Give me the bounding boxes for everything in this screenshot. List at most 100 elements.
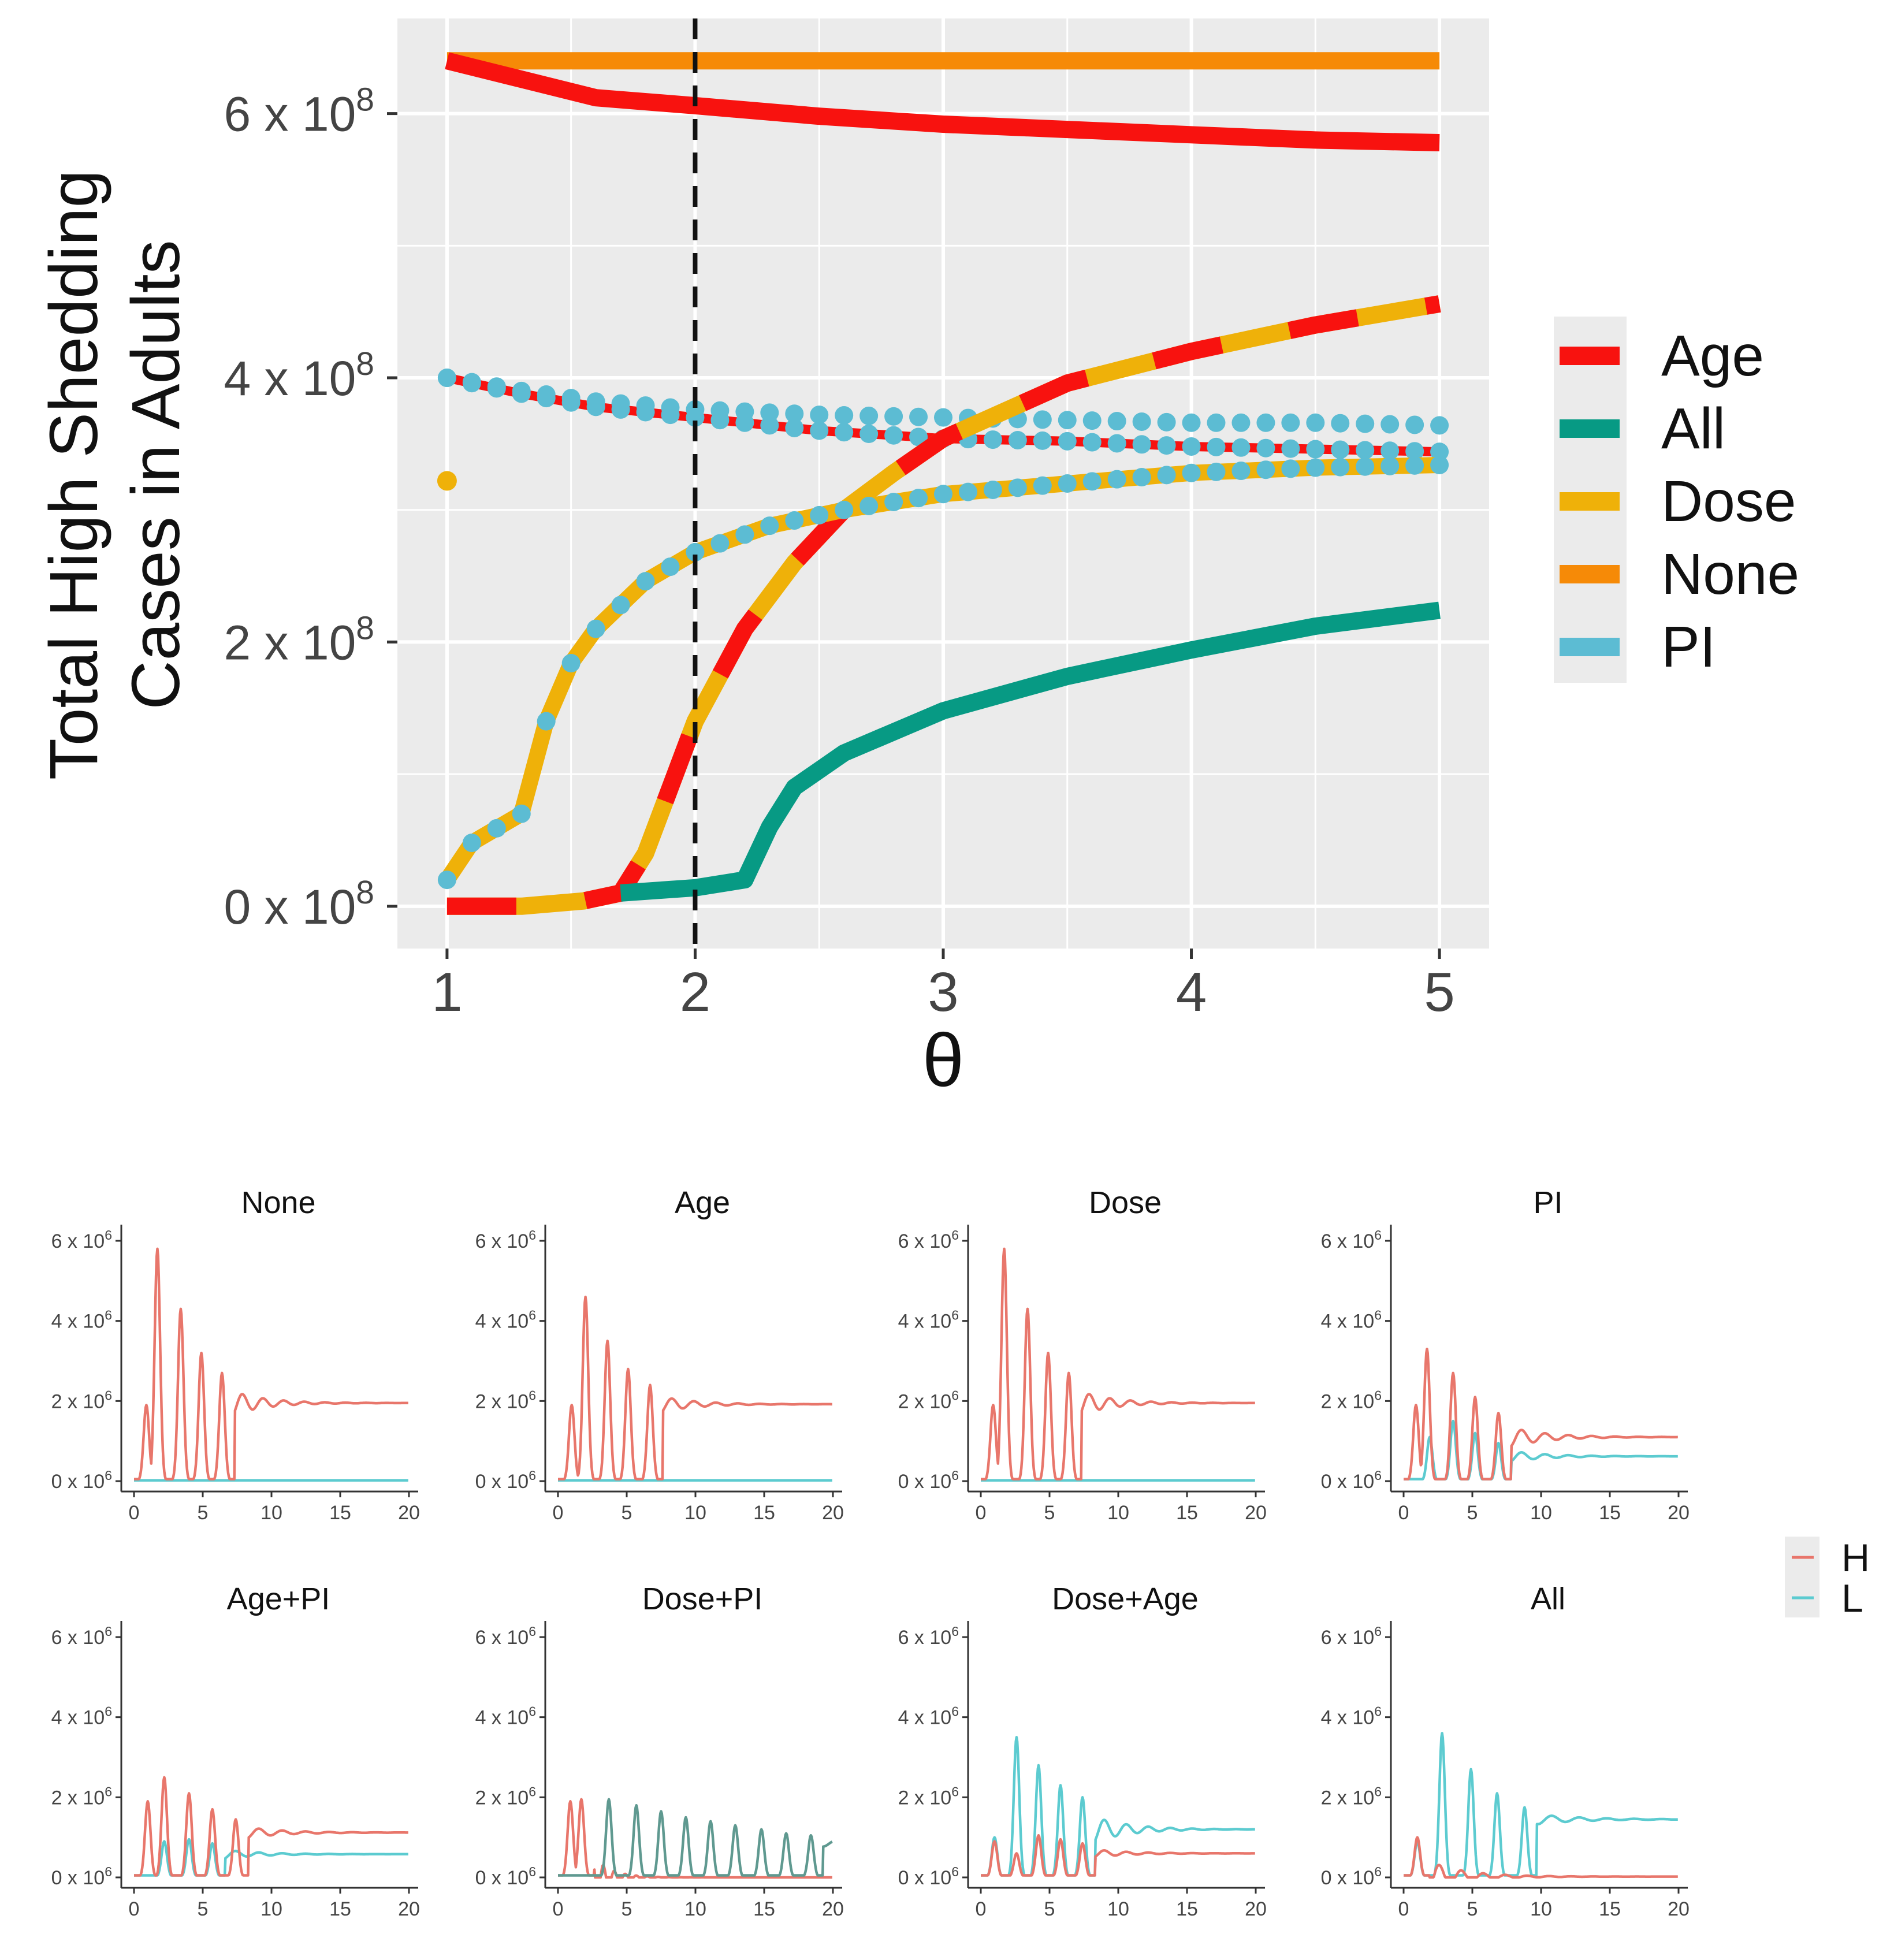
series-dose-age-line-dashes [446, 295, 1441, 915]
facet-title: PI [1533, 1185, 1562, 1220]
legend-label-dose: Dose [1661, 469, 1796, 534]
facet-line-h [980, 1833, 1256, 1877]
series-dose-pi-point [1306, 458, 1325, 477]
series-dose-pi-point [810, 505, 829, 525]
series-age-pi-point [785, 418, 804, 437]
facet-x-tick-label: 0 [1398, 1898, 1409, 1920]
facet-line-l [1402, 1732, 1679, 1877]
facet-y-tick-label: 4 x 106 [51, 1308, 112, 1333]
y-axis-title-line1: Total High Shedding [36, 170, 112, 780]
x-tick-label: 5 [1424, 961, 1454, 1023]
facet-x-tick-label: 0 [976, 1898, 987, 1920]
facet-grid: None 0 5 10 15 20 0 x 106 2 x 106 4 x 106 6 x 106… [51, 1185, 1690, 1920]
series-pi-point [1356, 414, 1375, 433]
facet-y-tick-label: 2 x 106 [51, 1388, 112, 1412]
facet-x-tick-label: 20 [398, 1898, 420, 1920]
series-age-pi-point [835, 423, 854, 442]
series-pi-point [537, 385, 556, 404]
legend-label-age: Age [1661, 323, 1764, 388]
series-age-pi-point [1058, 432, 1077, 451]
series-age-pi-point [1256, 438, 1275, 458]
facet-x-tick-label: 15 [753, 1898, 775, 1920]
y-tick-label: 4 x 108 [224, 345, 374, 406]
facet-x-tick-label: 15 [1599, 1502, 1621, 1524]
facet-title: Age [675, 1185, 730, 1220]
series-dose-pi-point [785, 511, 804, 530]
facet-panel-dose-pi: Dose+PI 0 5 10 15 20 0 x 106 2 x 106 4 x 106 6 x … [475, 1582, 844, 1920]
facet-panel-pi: PI 0 5 10 15 20 0 x 106 2 x 106 4 x 106 6 x 106 [1321, 1185, 1690, 1524]
series-pi-point [661, 398, 680, 417]
series-age-pi-point [983, 430, 1002, 449]
facet-y-tick-label: 0 x 106 [475, 1864, 536, 1889]
facet-y-tick-label: 4 x 106 [898, 1704, 959, 1729]
series-age-pi-point [1107, 434, 1126, 453]
x-tick-label: 2 [680, 961, 710, 1023]
facet-x-tick-label: 20 [822, 1502, 844, 1524]
series-pi-point [710, 401, 730, 420]
series-dose-pi-point [1430, 455, 1449, 474]
series-pi-point [636, 396, 655, 415]
facet-x-tick-label: 10 [1107, 1898, 1129, 1920]
series-pi-point [1430, 416, 1449, 435]
series-pi-point [1182, 413, 1201, 432]
series-dose-pi-point [1207, 462, 1226, 481]
facet-y-tick-label: 6 x 106 [51, 1228, 112, 1252]
facet-y-tick-label: 0 x 106 [51, 1468, 112, 1493]
series-pi-point [835, 406, 854, 425]
facet-title: Dose+Age [1052, 1582, 1199, 1616]
series-dose-pi-point [735, 525, 754, 544]
facet-x-tick-label: 5 [198, 1898, 209, 1920]
series-dose-pi-point [512, 804, 531, 823]
series-age-pi-point [1182, 437, 1201, 456]
series-pi-point [884, 407, 903, 426]
series-age-pi-point [1281, 439, 1300, 458]
series-age-line [445, 52, 1440, 151]
facet-y-tick-label: 0 x 106 [898, 1864, 959, 1889]
series-pi-point [1405, 415, 1424, 434]
facet-panel-age: Age 0 5 10 15 20 0 x 106 2 x 106 4 x 106 6 x 106 [475, 1185, 844, 1524]
facet-title: Dose [1089, 1185, 1162, 1220]
series-age-pi-point [1331, 440, 1350, 459]
legend-key-age [1560, 347, 1620, 365]
series-dose-pi-point [1107, 470, 1126, 489]
series-dose-pi-point [1008, 478, 1027, 497]
facet-x-tick-label: 20 [398, 1502, 420, 1524]
facet-line-h [1402, 1347, 1679, 1481]
facet-x-tick-label: 10 [684, 1898, 706, 1920]
facet-x-tick-label: 5 [1044, 1898, 1055, 1920]
facet-legend-label-h: H [1841, 1536, 1870, 1580]
facet-y-tick-label: 6 x 106 [898, 1624, 959, 1649]
facet-x-tick-label: 15 [329, 1502, 351, 1524]
series-age-pi-point [1132, 435, 1151, 454]
series-age-pi-point [1405, 442, 1424, 461]
series-pi-point [760, 403, 779, 422]
facet-x-tick-label: 20 [1668, 1898, 1690, 1920]
facet-y-tick-label: 0 x 106 [1321, 1864, 1382, 1889]
series-dose-pi-point [437, 871, 456, 890]
facet-x-tick-label: 10 [684, 1502, 706, 1524]
series-age-pi-point [1306, 440, 1325, 459]
series-pi-point [1306, 413, 1325, 432]
series-dose-pi-point [1381, 456, 1400, 475]
facet-legend: HL [1785, 1536, 1870, 1620]
facet-y-tick-label: 0 x 106 [1321, 1468, 1382, 1493]
facet-x-tick-label: 5 [622, 1502, 632, 1524]
facet-line-h [557, 1295, 833, 1481]
series-all-line [620, 601, 1441, 902]
facet-x-tick-label: 0 [553, 1898, 564, 1920]
top-gridlines [397, 18, 1489, 949]
facet-y-tick-label: 4 x 106 [1321, 1308, 1382, 1333]
series-age-pi-point [760, 416, 779, 435]
series-pi-point [1058, 411, 1077, 430]
facet-x-tick-label: 5 [1467, 1502, 1478, 1524]
series-pi-point [437, 369, 456, 388]
legend-label-all: All [1661, 396, 1725, 461]
legend-key-dose [1560, 492, 1620, 511]
series-dose-point [437, 471, 457, 491]
series-dose-pi-point [1033, 476, 1052, 495]
x-axis-title: θ [922, 1018, 964, 1102]
facet-y-tick-label: 2 x 106 [1321, 1784, 1382, 1809]
top-chart: 1 2 3 4 5 0 x 108 2 x 108 4 x 108 6 x 108 θ Tota… [36, 18, 1799, 1102]
facet-y-tick-label: 6 x 106 [1321, 1228, 1382, 1252]
facet-x-tick-label: 0 [976, 1502, 987, 1524]
